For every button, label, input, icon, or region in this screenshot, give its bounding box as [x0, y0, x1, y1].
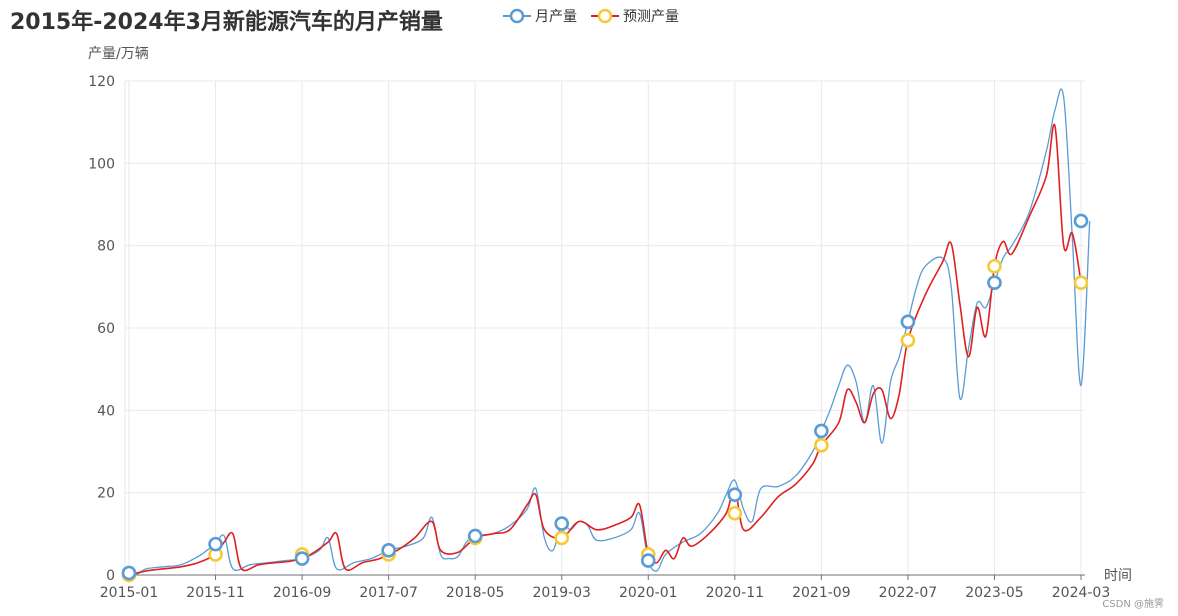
series-markers [121, 213, 1089, 583]
y-tick-label: 60 [97, 321, 115, 337]
chart-title: 2015年-2024年3月新能源汽车的月产销量 [10, 10, 443, 35]
marker-monthly-production [1073, 213, 1089, 229]
legend-line-circle-icon [503, 8, 531, 24]
legend-item-forecast-production[interactable]: 预测产量 [591, 6, 679, 26]
axes: 0 20 40 60 80 100 120 2015-01 2015-11 2016-09 2017… [88, 74, 1110, 601]
x-tick-label: 2017-07 [359, 585, 418, 601]
marker-monthly-production [987, 275, 1002, 291]
x-tick-label: 2020-11 [706, 585, 765, 601]
marker-forecast-production [1073, 275, 1089, 291]
legend-label: 月产量 [535, 9, 577, 25]
x-tick-label: 2019-03 [532, 585, 591, 601]
x-tick-label: 2016-09 [273, 585, 332, 601]
y-tick-label: 0 [106, 568, 115, 584]
marker-monthly-production [208, 536, 223, 552]
legend-item-monthly-production[interactable]: 月产量 [503, 6, 577, 26]
y-tick-label: 100 [88, 156, 115, 172]
marker-monthly-production [727, 487, 743, 503]
x-tick-label: 2015-11 [186, 585, 245, 601]
series-lines [128, 88, 1091, 576]
legend: 月产量 预测产量 [503, 6, 693, 26]
marker-monthly-production [900, 314, 916, 330]
x-tick-label: 2024-03 [1052, 585, 1111, 601]
legend-label: 预测产量 [623, 9, 679, 25]
x-tick-label: 2021-09 [792, 585, 851, 601]
marker-monthly-production [814, 423, 829, 439]
marker-forecast-production [900, 333, 916, 348]
x-tick-label: 2022-07 [879, 585, 938, 601]
x-tick-label: 2023-05 [965, 585, 1024, 601]
x-tick-label: 2020-01 [619, 585, 678, 601]
marker-monthly-production [294, 551, 310, 566]
series-line-forecast-production [128, 123, 1082, 576]
marker-monthly-production [554, 516, 570, 531]
y-tick-label: 80 [97, 239, 115, 255]
x-tick-label: 2015-01 [100, 585, 159, 601]
legend-line-circle-icon [591, 8, 619, 24]
grid [125, 80, 1085, 575]
marker-forecast-production [987, 258, 1002, 274]
marker-monthly-production [467, 528, 483, 544]
marker-monthly-production [381, 542, 396, 558]
y-tick-label: 120 [88, 74, 115, 90]
marker-forecast-production [727, 505, 743, 521]
marker-monthly-production [640, 553, 656, 568]
series-line-monthly-production [128, 88, 1091, 575]
marker-forecast-production [814, 438, 829, 453]
y-axis-label: 产量/万辆 [88, 46, 149, 62]
y-tick-label: 20 [97, 486, 115, 502]
x-tick-label: 2018-05 [446, 585, 505, 601]
marker-forecast-production [554, 530, 570, 546]
marker-monthly-production [121, 565, 137, 581]
watermark: CSDN @施霁 [1102, 599, 1164, 610]
x-axis-label: 时间 [1104, 568, 1132, 584]
y-tick-label: 40 [97, 403, 115, 419]
